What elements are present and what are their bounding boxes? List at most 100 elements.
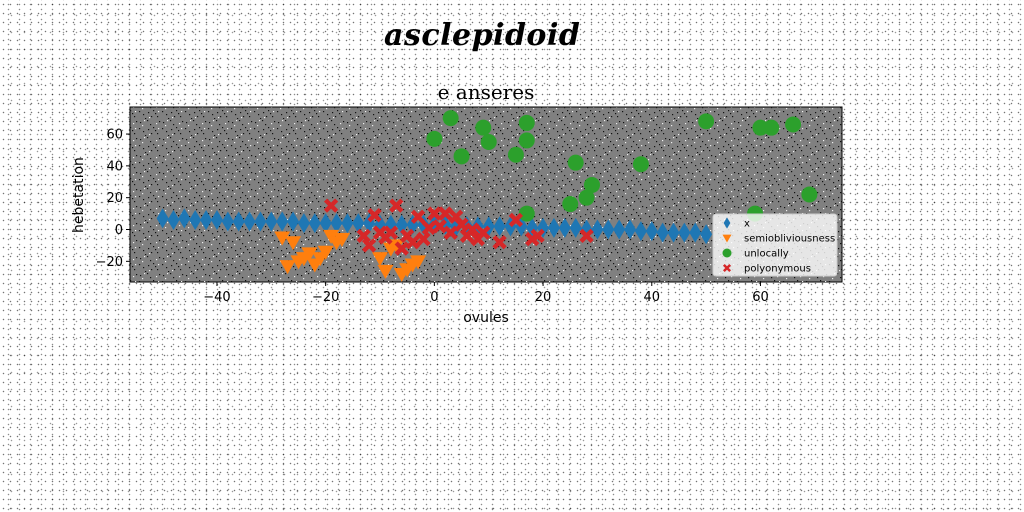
data-point (453, 148, 470, 165)
data-point (210, 209, 223, 230)
data-point (383, 225, 399, 240)
data-point (426, 130, 443, 147)
data-point (330, 213, 343, 234)
legend-marker (722, 248, 732, 258)
data-point (356, 228, 371, 244)
data-point (492, 235, 507, 250)
data-point (323, 198, 339, 213)
data-point (432, 219, 447, 234)
data-point (167, 209, 180, 230)
data-point (189, 209, 202, 230)
x-tick-label: 20 (535, 290, 552, 305)
x-axis-label: ovules (463, 310, 509, 326)
y-tick-label: −20 (96, 255, 123, 270)
data-point (388, 239, 405, 254)
series-2 (426, 110, 818, 222)
data-point (352, 213, 365, 234)
y-tick-label: 0 (115, 223, 123, 238)
data-point (634, 221, 647, 242)
chart-subtitle: e anseres (438, 80, 535, 104)
legend-label: unlocally (744, 249, 789, 260)
data-point (518, 114, 535, 131)
data-point (591, 219, 604, 240)
data-point (410, 255, 427, 270)
data-point (656, 222, 669, 243)
data-point (438, 206, 453, 221)
legend-label: semiobliviousness (744, 234, 835, 245)
data-point (427, 206, 442, 221)
series-3 (323, 198, 594, 256)
data-point (421, 220, 437, 236)
y-tick-label: 40 (106, 159, 123, 174)
series-0 (156, 208, 713, 245)
data-point (317, 245, 334, 260)
legend-marker (722, 263, 732, 273)
data-point (632, 156, 649, 173)
data-point (624, 219, 637, 240)
data-point (801, 186, 818, 203)
data-point (493, 216, 506, 237)
data-point (476, 225, 491, 240)
data-point (465, 222, 480, 237)
data-point (341, 213, 354, 234)
data-point (763, 119, 780, 136)
data-point (274, 231, 291, 246)
legend-box (712, 213, 838, 277)
data-point (333, 233, 350, 248)
data-point (377, 264, 394, 279)
data-point (285, 236, 302, 251)
data-point (410, 209, 426, 224)
x-tick-label: −40 (203, 290, 230, 305)
data-point (394, 241, 409, 256)
data-point (265, 211, 278, 232)
data-point (442, 110, 459, 127)
data-point (558, 217, 571, 238)
legend-marker (722, 234, 732, 243)
data-point (689, 222, 702, 243)
data-point (518, 205, 535, 222)
data-point (361, 238, 377, 253)
data-point (279, 260, 296, 275)
x-tick-label: 40 (643, 290, 660, 305)
data-point (475, 119, 492, 136)
data-point (367, 208, 382, 223)
data-point (200, 209, 213, 230)
data-point (700, 224, 713, 245)
data-point (254, 211, 267, 232)
legend-label: x (744, 219, 750, 230)
data-point (578, 189, 595, 206)
data-point (221, 211, 234, 232)
data-point (276, 211, 289, 232)
data-point (372, 252, 389, 267)
data-point (301, 247, 318, 262)
data-point (232, 211, 245, 232)
y-tick-label: 20 (106, 191, 123, 206)
data-point (443, 225, 458, 240)
data-point (562, 196, 579, 213)
legend-label: polyonymous (744, 264, 811, 275)
data-point (243, 211, 256, 232)
legend: x semiobliviousness unlocally polyonymous (712, 213, 838, 277)
data-point (389, 198, 404, 213)
data-point (785, 116, 802, 133)
data-point (547, 217, 560, 238)
data-point (569, 217, 582, 238)
data-point (567, 154, 584, 171)
data-points (156, 110, 818, 283)
data-point (507, 146, 524, 163)
data-point (480, 134, 497, 150)
data-point (416, 231, 431, 247)
data-point (613, 219, 626, 240)
data-point (530, 228, 545, 244)
data-point (395, 214, 408, 235)
data-point (308, 213, 321, 234)
data-point (405, 235, 420, 250)
data-point (178, 208, 191, 229)
x-tick-label: 0 (430, 290, 438, 305)
data-point (287, 211, 300, 232)
data-point (645, 221, 658, 242)
data-point (508, 212, 524, 228)
data-point (319, 213, 332, 234)
data-point (667, 222, 680, 243)
